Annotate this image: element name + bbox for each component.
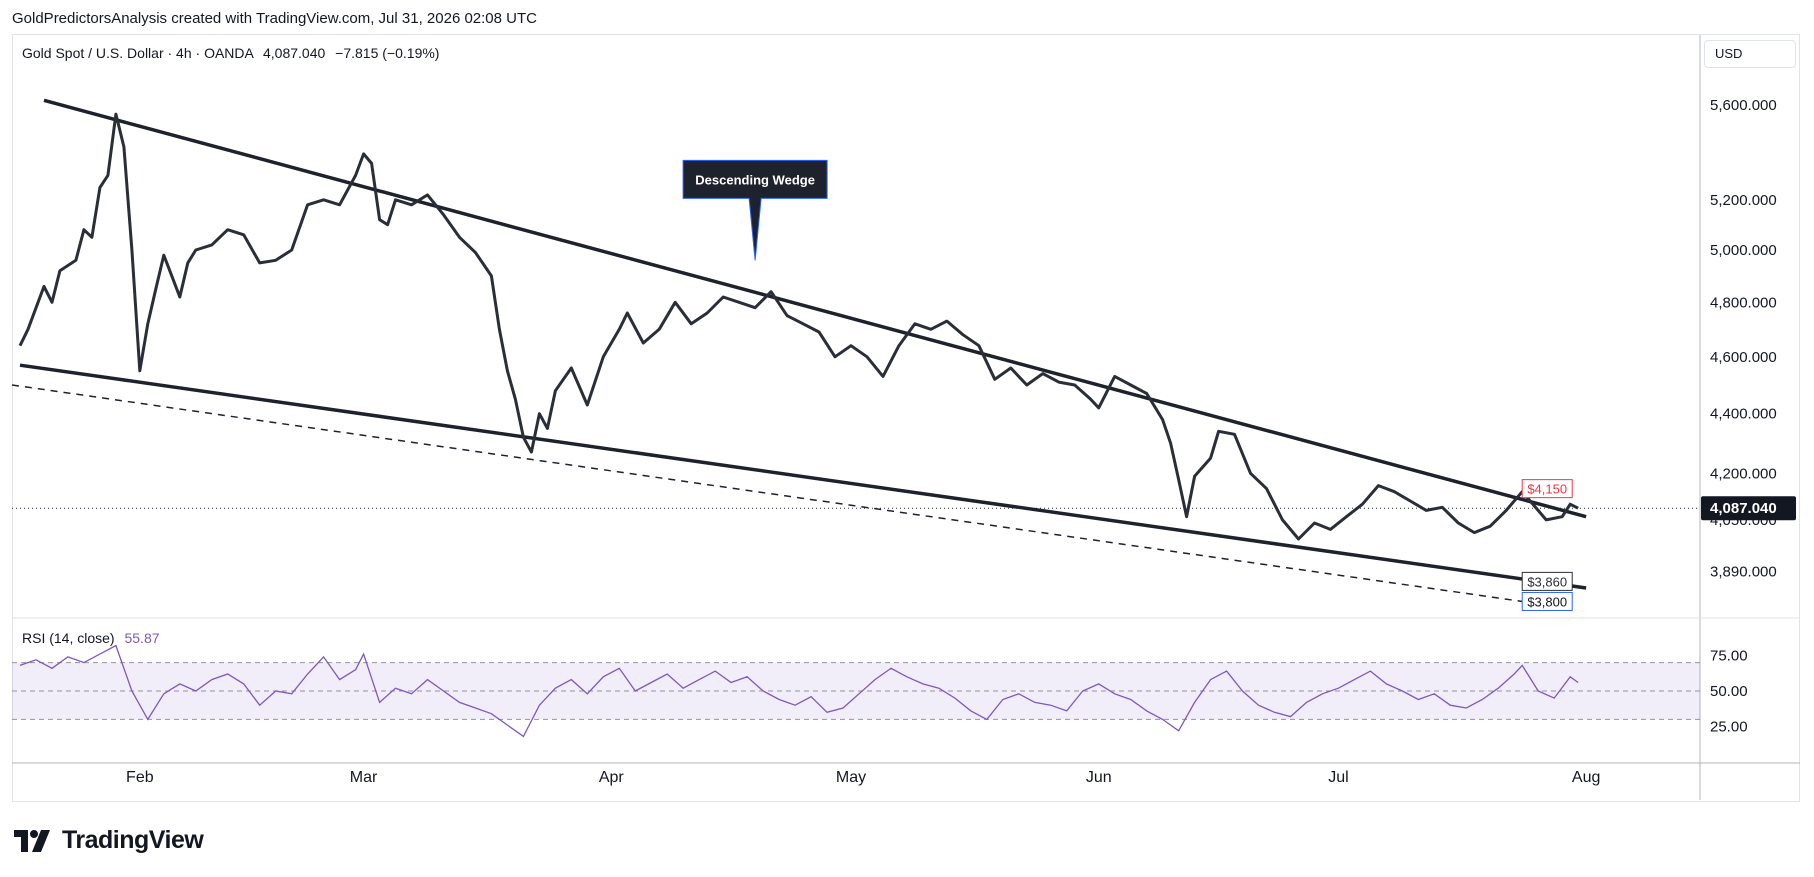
callout-descending-wedge [682, 159, 828, 261]
rsi-axis-tick-label: 25.00 [1710, 719, 1748, 736]
rsi-title: RSI (14, close) [22, 630, 115, 646]
legend-change: −7.815 (−0.19%) [335, 45, 440, 61]
time-axis-tick-label: Jul [1328, 769, 1348, 786]
wedge-trendline-3 [11, 384, 1523, 603]
wedge-trendline-2 [19, 363, 1587, 590]
price-axis-tick-label: 5,200.000 [1710, 192, 1777, 209]
price-axis-tick-label: 3,890.000 [1710, 563, 1777, 580]
price-level-label: $3,800 [1527, 594, 1567, 609]
rsi-value: 55.87 [124, 630, 160, 646]
time-axis-tick-label: Apr [599, 769, 625, 786]
rsi-axis-tick-label: 75.00 [1710, 648, 1748, 665]
symbol-name[interactable]: Gold Spot / U.S. Dollar · 4h · OANDA [22, 45, 254, 61]
price-level-tag [1521, 571, 1573, 591]
price-axis-tick-label: 4,800.000 [1710, 294, 1777, 311]
tradingview-logo-icon [14, 829, 50, 852]
price-axis-tick-label: 4,200.000 [1710, 465, 1777, 482]
price-level-tag [1521, 591, 1573, 611]
time-axis-tick-label: May [836, 769, 866, 786]
price-level-label: $4,150 [1527, 482, 1567, 497]
last-price-label: 4,087.040 [1710, 500, 1777, 517]
tradingview-logo[interactable]: TradingView [14, 826, 204, 855]
rsi-legend[interactable]: RSI (14, close) 55.87 [22, 630, 160, 646]
chart-caption: GoldPredictorsAnalysis created with Trad… [12, 10, 537, 27]
price-level-label: $3,860 [1527, 574, 1567, 589]
time-axis-tick-label: Mar [350, 769, 378, 786]
legend-price: 4,087.040 [262, 45, 326, 61]
wedge-trendline-1 [43, 98, 1587, 519]
brand-name: TradingView [62, 826, 204, 854]
rsi-series-line [19, 644, 1579, 738]
symbol-legend[interactable]: Gold Spot / U.S. Dollar · 4h · OANDA 4,0… [22, 45, 439, 61]
chart-frame [12, 34, 1800, 802]
price-axis-tick-label: 5,000.000 [1710, 242, 1777, 259]
last-price-badge [1701, 496, 1796, 521]
time-axis-tick-label: Feb [126, 769, 154, 786]
callout-label: Descending Wedge [695, 172, 815, 187]
price-level-tag [1521, 479, 1573, 499]
currency-selector[interactable]: USD [1704, 40, 1796, 68]
price-axis-tick-label: 5,600.000 [1710, 97, 1777, 114]
price-axis-tick-label: 4,400.000 [1710, 406, 1777, 423]
time-axis-tick-label: Jun [1086, 769, 1112, 786]
price-axis-tick-label: 4,600.000 [1710, 349, 1777, 366]
time-axis-tick-label: Aug [1572, 769, 1600, 786]
rsi-axis-tick-label: 50.00 [1710, 683, 1748, 700]
